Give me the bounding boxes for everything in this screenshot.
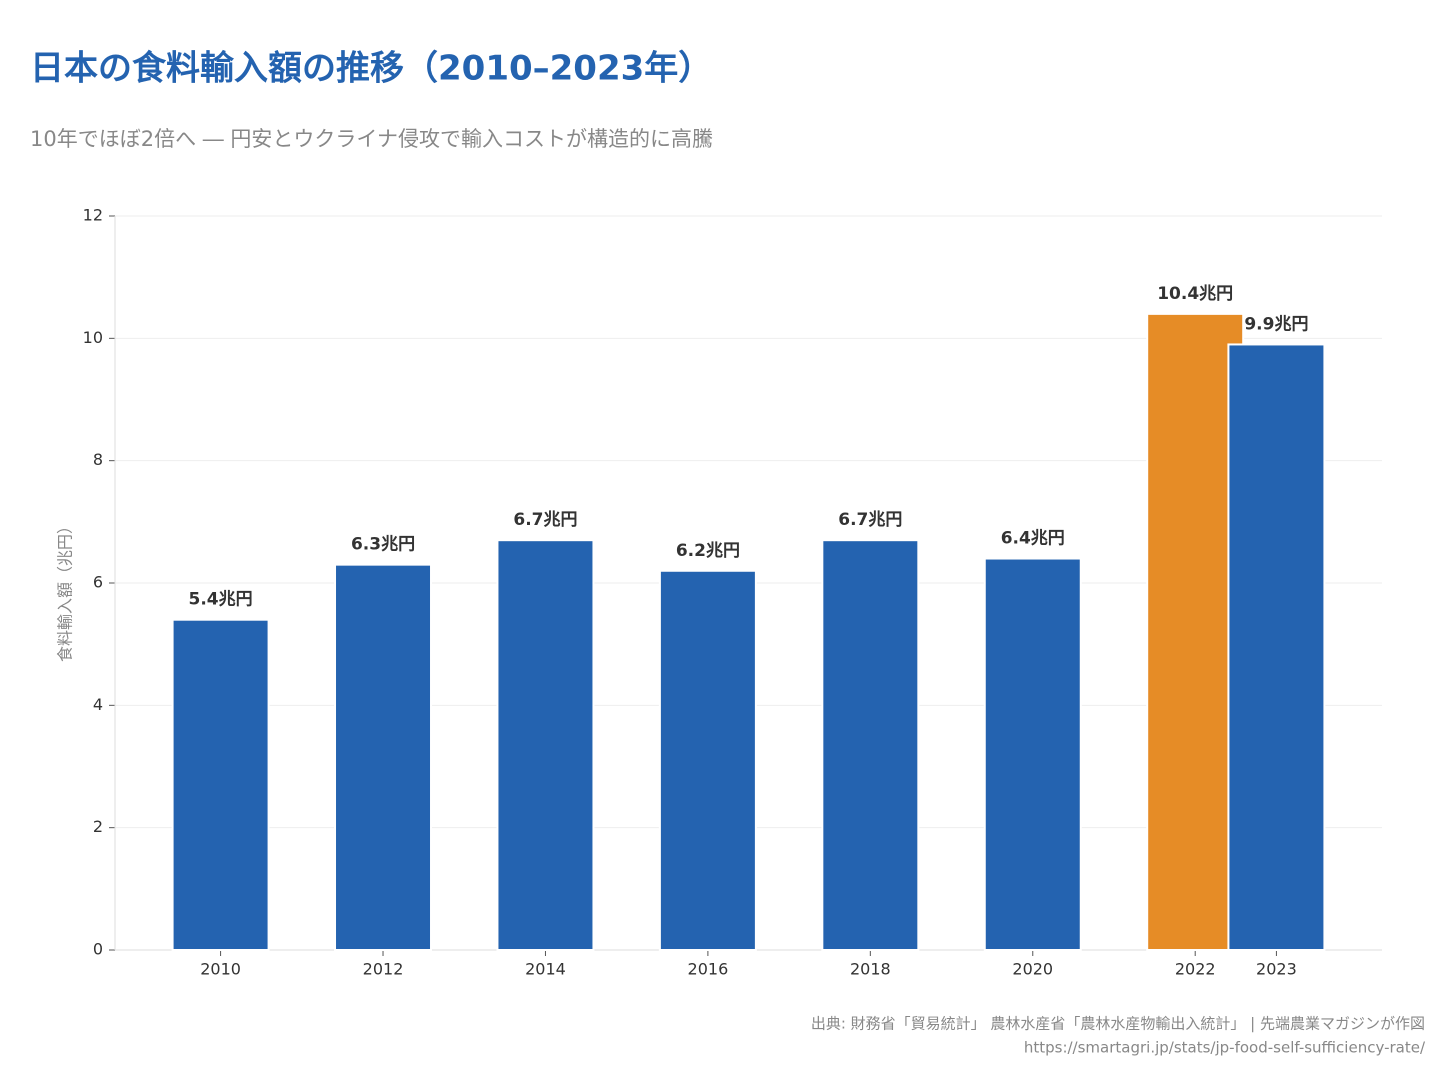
value-label: 9.9兆円 <box>1244 314 1308 334</box>
source-url: https://smartagri.jp/stats/jp-food-self-… <box>1024 1039 1426 1057</box>
bar <box>658 569 757 951</box>
x-tick-label: 2023 <box>1256 960 1297 979</box>
x-tick-label: 2016 <box>688 960 729 979</box>
y-tick-label: 8 <box>93 450 103 469</box>
x-tick-label: 2014 <box>525 960 566 979</box>
value-label: 6.7兆円 <box>838 510 902 530</box>
source-note: 出典: 財務省「貿易統計」 農林水産省「農林水産物輸出入統計」 | 先端農業マガ… <box>811 1015 1425 1033</box>
y-tick-label: 10 <box>83 328 103 347</box>
bar <box>1227 343 1326 951</box>
bar <box>334 563 433 952</box>
bar <box>171 618 270 951</box>
value-label: 5.4兆円 <box>189 590 253 610</box>
value-label: 6.3兆円 <box>351 535 415 555</box>
y-tick-label: 4 <box>93 695 103 714</box>
x-tick-label: 2018 <box>850 960 891 979</box>
value-label: 6.4兆円 <box>1001 529 1065 549</box>
x-tick-label: 2010 <box>200 960 241 979</box>
value-label: 10.4兆円 <box>1157 284 1233 304</box>
x-tick-label: 2012 <box>363 960 404 979</box>
y-tick-label: 12 <box>83 206 103 225</box>
bar <box>1146 312 1245 952</box>
y-tick-label: 6 <box>93 573 103 592</box>
chart-subtitle: 10年でほぼ2倍へ ― 円安とウクライナ侵攻で輸入コストが構造的に高騰 <box>30 127 713 151</box>
bar <box>983 557 1082 951</box>
y-tick-label: 2 <box>93 817 103 836</box>
chart-title: 日本の食料輸入額の推移（2010–2023年） <box>30 49 712 89</box>
y-axis-label: 食料輸入額（兆円） <box>56 518 75 662</box>
bar <box>821 539 920 952</box>
bar <box>496 539 595 952</box>
y-tick-label: 0 <box>93 940 103 959</box>
value-label: 6.7兆円 <box>513 510 577 530</box>
x-tick-label: 2020 <box>1012 960 1053 979</box>
x-tick-label: 2022 <box>1175 960 1216 979</box>
value-label: 6.2兆円 <box>676 541 740 561</box>
